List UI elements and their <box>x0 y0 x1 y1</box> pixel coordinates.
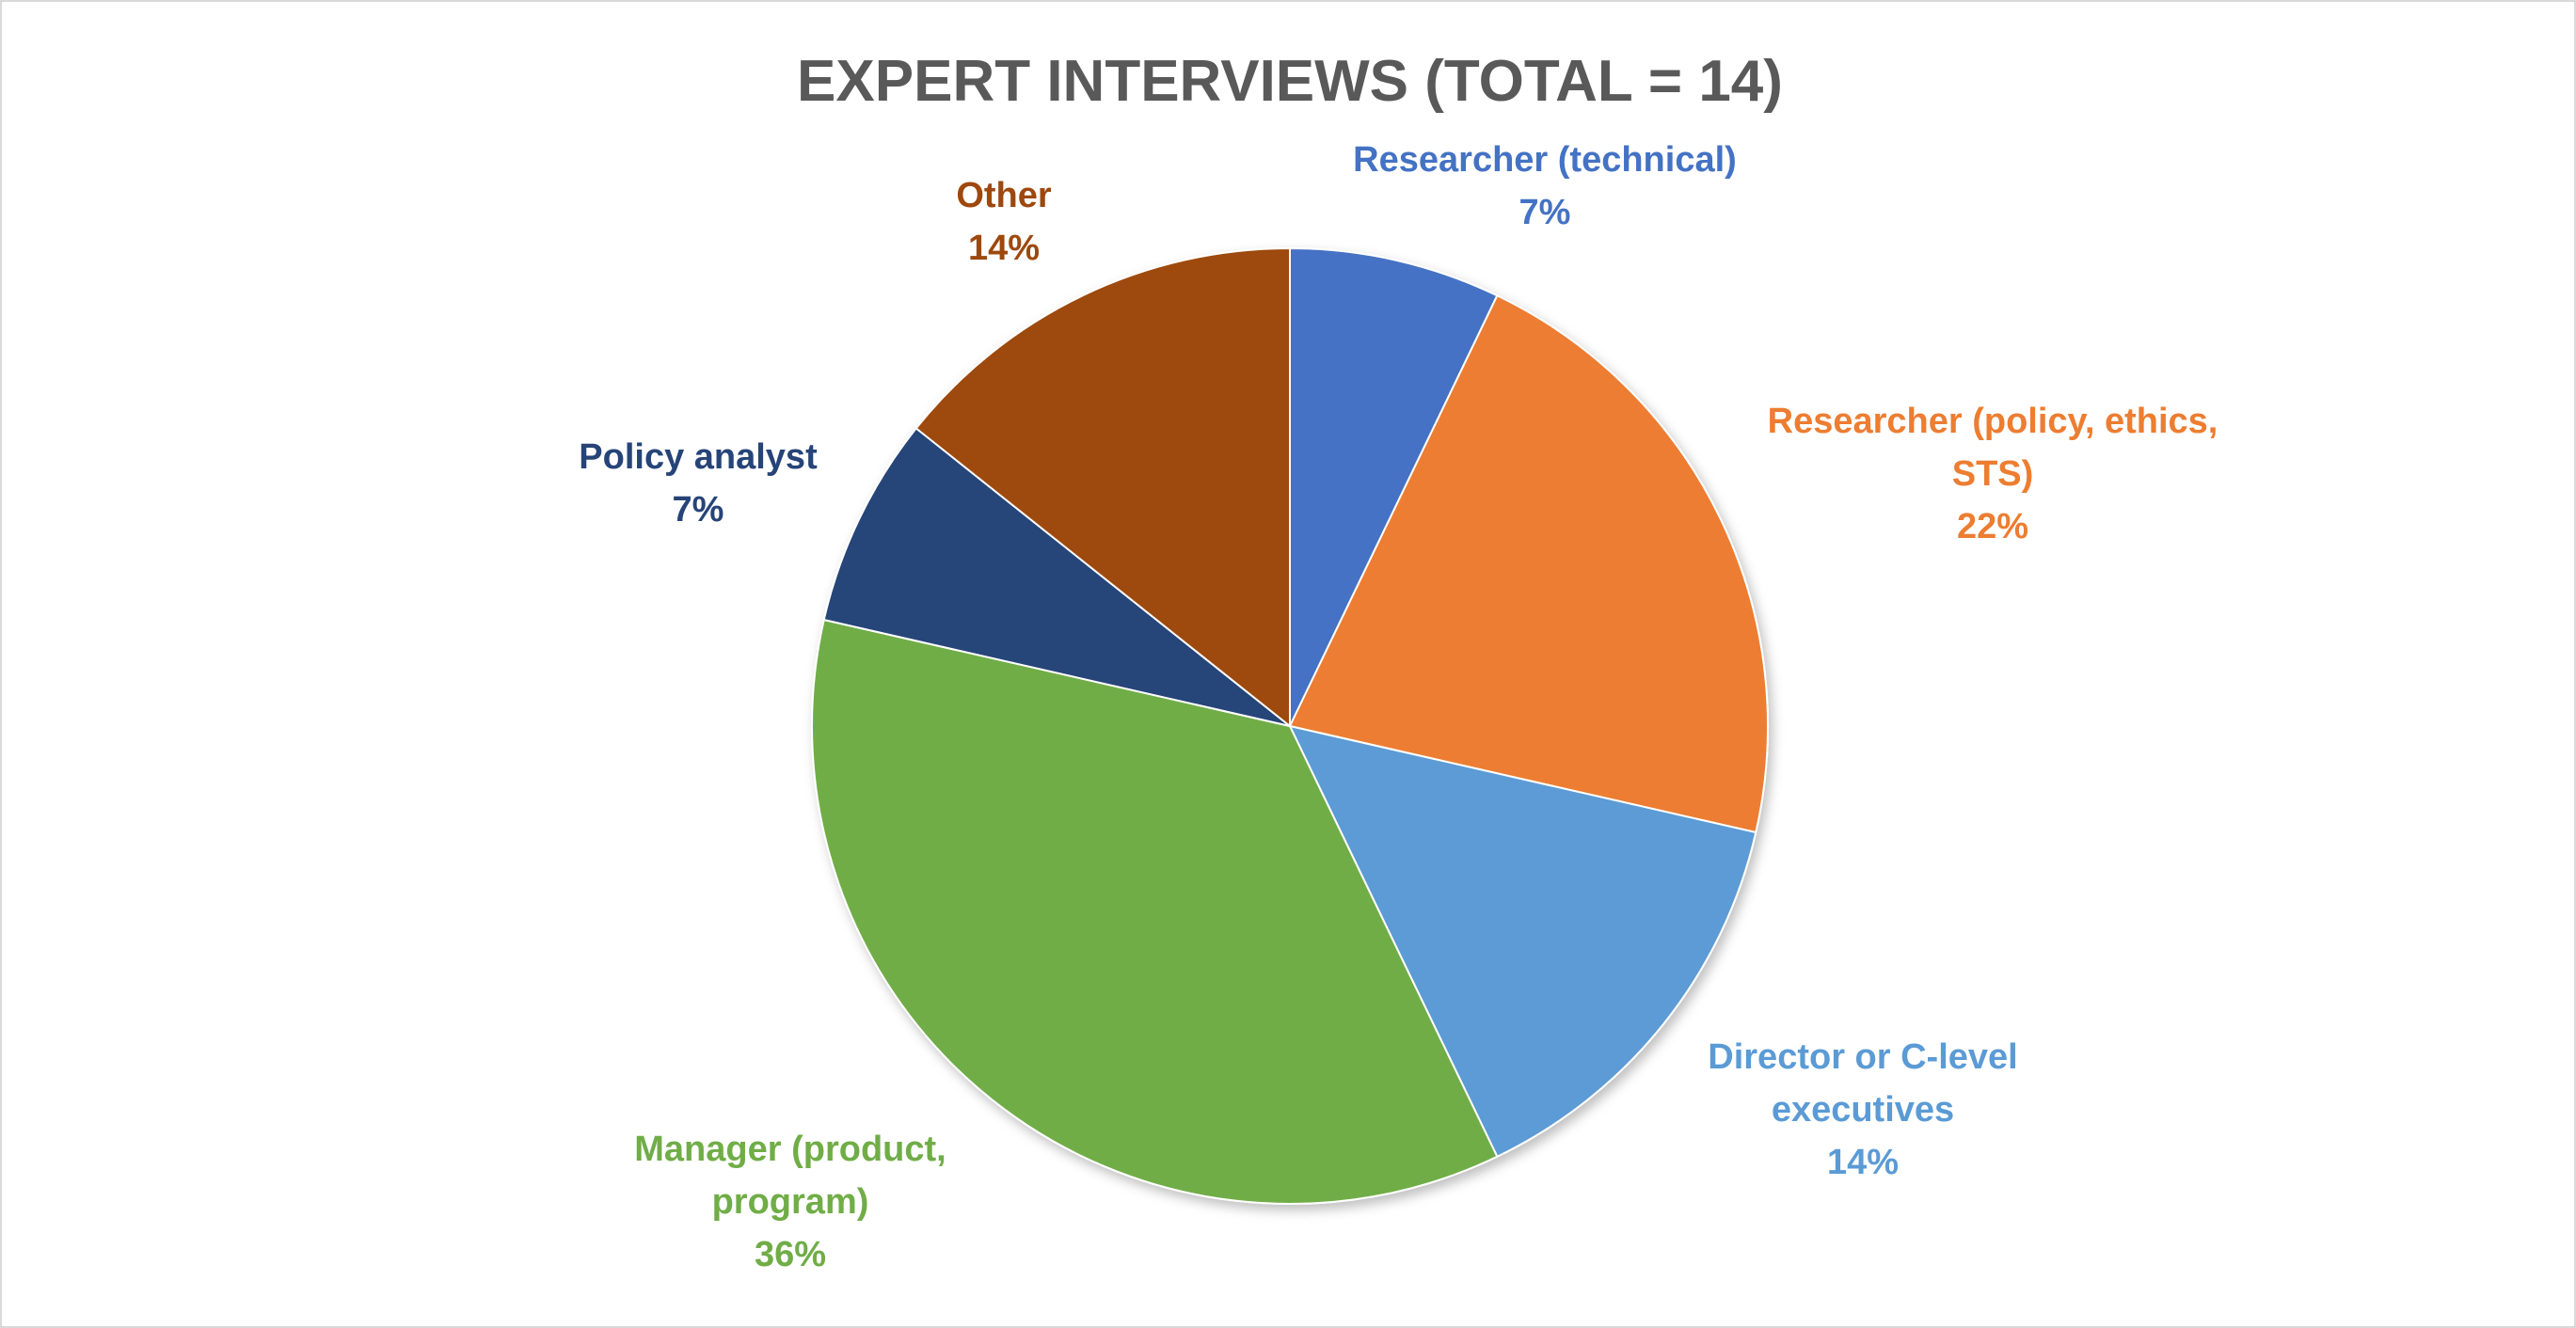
pie-slice-other <box>914 246 1291 729</box>
slice-category: Researcher (policy, ethics, <box>1768 402 2218 441</box>
slice-category: program) <box>712 1182 869 1222</box>
slice-category: executives <box>1772 1090 1954 1130</box>
slice-label-policy-analyst: Policy analyst 7% <box>579 437 818 530</box>
slice-percent: 14% <box>1827 1143 1899 1182</box>
slice-percent: 7% <box>673 490 724 530</box>
slice-label-director-executives: Director or C-level executives 14% <box>1708 1037 2017 1182</box>
slice-label-manager: Manager (product, program) 36% <box>634 1130 946 1274</box>
pie-slice-policy-analyst <box>822 426 1291 727</box>
slice-percent: 14% <box>968 229 1040 268</box>
slice-category: STS) <box>1952 454 2034 494</box>
slice-label-other: Other 14% <box>956 176 1052 268</box>
slice-percent: 7% <box>1519 193 1571 232</box>
slice-category: Policy analyst <box>579 437 818 477</box>
pie-slices <box>811 246 1769 1205</box>
slice-category: Other <box>956 176 1052 215</box>
pie-labels: Researcher (technical) 7% Researcher (poli… <box>579 140 2218 1274</box>
pie-slice-researcher-policy <box>1288 293 1769 834</box>
slice-label-researcher-technical: Researcher (technical) 7% <box>1353 140 1737 232</box>
slice-category: Researcher (technical) <box>1353 140 1737 180</box>
slice-percent: 22% <box>1957 507 2028 546</box>
pie-slice-manager <box>811 618 1499 1205</box>
slice-category: Director or C-level <box>1708 1037 2017 1077</box>
pie-slice-researcher-technical <box>1289 246 1499 727</box>
pie-slice-director-executives <box>1288 724 1757 1159</box>
slice-label-researcher-policy: Researcher (policy, ethics, STS) 22% <box>1768 402 2218 546</box>
slice-percent: 36% <box>755 1235 826 1274</box>
slice-category: Manager (product, <box>634 1130 946 1169</box>
chart-title: EXPERT INTERVIEWS (TOTAL = 14) <box>797 49 1783 114</box>
